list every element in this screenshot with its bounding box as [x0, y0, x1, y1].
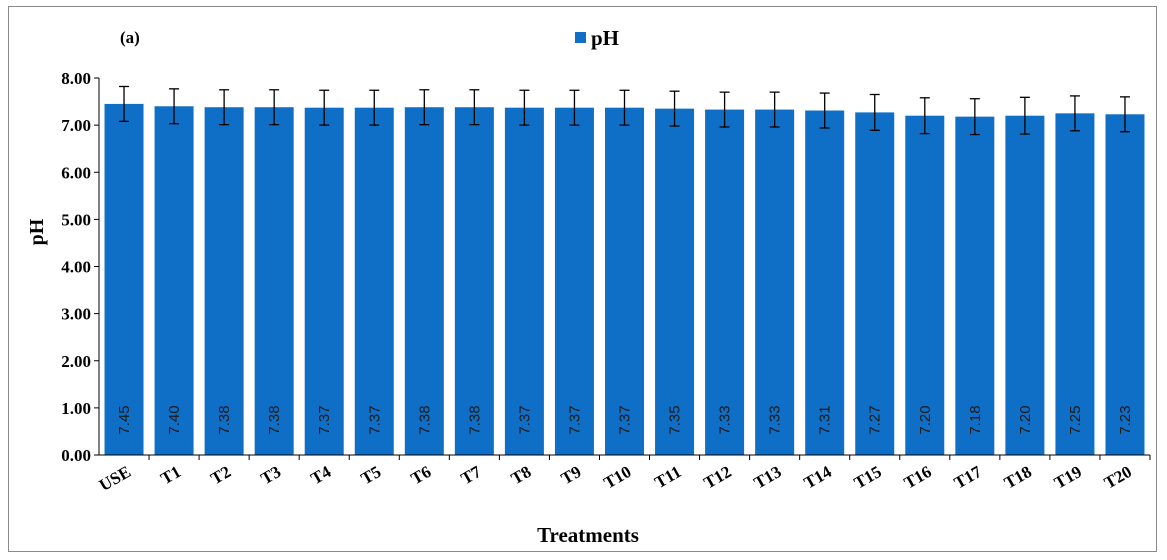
x-tick-label-T5: T5 — [358, 462, 385, 488]
x-axis-title: Treatments — [537, 523, 639, 547]
x-tick-label-T13: T13 — [751, 462, 785, 493]
bar-T7 — [454, 107, 494, 455]
x-axis: USE T1 T2 T3 T4 T5 T6 T7 T8 T9 T10 T11 T12 T13 T14 T15 T… — [96, 454, 1151, 495]
y-tick-label: 5.00 — [61, 210, 91, 229]
bar-T18 — [1005, 115, 1045, 455]
bar-USE — [104, 103, 144, 455]
x-tick-label-T9: T9 — [558, 462, 585, 488]
data-label-T19: 7.25 — [1067, 405, 1084, 434]
bar-T8 — [504, 107, 544, 455]
legend-swatch — [575, 32, 586, 43]
y-tick-label: 4.00 — [61, 258, 91, 277]
data-label-T2: 7.38 — [216, 405, 233, 434]
bar-T13 — [755, 109, 795, 455]
y-tick-label: 1.00 — [61, 399, 91, 418]
bar-T1 — [154, 106, 194, 456]
bar-T12 — [705, 109, 745, 455]
bar-T9 — [554, 107, 594, 455]
x-tick-label-T16: T16 — [901, 462, 935, 493]
bar-T16 — [905, 115, 945, 455]
data-label-T5: 7.37 — [366, 405, 383, 434]
x-tick-label-T12: T12 — [701, 462, 735, 493]
y-tick-label: 6.00 — [61, 163, 91, 182]
y-tick-label: 8.00 — [61, 69, 91, 88]
data-label-USE: 7.45 — [116, 405, 133, 434]
bar-T10 — [605, 107, 644, 455]
y-axis-title: pH — [26, 218, 48, 245]
bar-T11 — [655, 108, 695, 455]
data-label-T9: 7.37 — [566, 405, 583, 434]
error-bars — [119, 85, 1130, 136]
y-tick-label: 3.00 — [61, 305, 91, 324]
x-tick-label-T8: T8 — [508, 462, 535, 488]
data-label-T11: 7.35 — [667, 405, 684, 434]
x-tick-label-T1: T1 — [157, 462, 184, 488]
bars — [104, 103, 1145, 456]
x-tick-label-T18: T18 — [1001, 462, 1035, 493]
data-label-T10: 7.37 — [617, 405, 634, 434]
x-tick-label-T20: T20 — [1101, 462, 1135, 493]
x-tick-label-T11: T11 — [651, 462, 684, 492]
bar-T2 — [204, 107, 244, 455]
x-tick-label-T15: T15 — [851, 462, 885, 493]
data-label-T20: 7.23 — [1117, 405, 1134, 434]
data-label-T14: 7.31 — [817, 405, 834, 434]
legend-label: pH — [591, 26, 619, 50]
x-tick-label-USE: USE — [96, 462, 134, 495]
data-label-T18: 7.20 — [1017, 405, 1034, 434]
x-tick-label-T3: T3 — [257, 462, 284, 488]
y-tick-label: 7.00 — [61, 116, 91, 135]
data-label-T6: 7.38 — [416, 405, 433, 434]
bar-T20 — [1105, 114, 1145, 455]
y-tick-label: 2.00 — [61, 352, 91, 371]
bar-T3 — [254, 107, 294, 455]
data-label-T3: 7.38 — [266, 405, 283, 434]
x-tick-label-T2: T2 — [207, 462, 234, 488]
data-label-T12: 7.33 — [717, 405, 734, 434]
y-axis: 0.00 1.00 2.00 3.00 4.00 5.00 6.00 7.00 8.00 — [61, 69, 100, 465]
data-label-T15: 7.27 — [867, 405, 884, 434]
x-tick-label-T17: T17 — [951, 462, 985, 493]
bar-T6 — [404, 107, 444, 455]
data-label-T8: 7.37 — [516, 405, 533, 434]
data-label-T17: 7.18 — [967, 405, 984, 434]
data-label-T1: 7.40 — [166, 405, 183, 434]
bar-T17 — [955, 116, 995, 455]
data-label-T7: 7.38 — [466, 405, 483, 434]
legend: pH — [575, 26, 619, 50]
y-tick-label: 0.00 — [61, 446, 91, 465]
bar-T19 — [1055, 113, 1095, 455]
bar-T4 — [304, 107, 344, 455]
bar-T15 — [855, 112, 895, 456]
x-tick-label-T6: T6 — [408, 462, 435, 488]
x-tick-label-T7: T7 — [458, 462, 485, 489]
data-labels: 7.45 7.40 7.38 7.38 7.37 7.37 7.38 7.38 7.37 7.37… — [116, 405, 1134, 434]
data-label-T16: 7.20 — [917, 405, 934, 434]
data-label-T4: 7.37 — [316, 405, 333, 434]
data-label-T13: 7.33 — [767, 405, 784, 434]
x-tick-label-T10: T10 — [600, 462, 634, 493]
x-tick-label-T14: T14 — [801, 462, 835, 493]
x-tick-label-T4: T4 — [308, 462, 335, 489]
bar-T5 — [354, 107, 394, 455]
panel-label: (a) — [120, 28, 140, 47]
x-tick-label-T19: T19 — [1051, 462, 1085, 493]
bar-T14 — [805, 110, 845, 456]
